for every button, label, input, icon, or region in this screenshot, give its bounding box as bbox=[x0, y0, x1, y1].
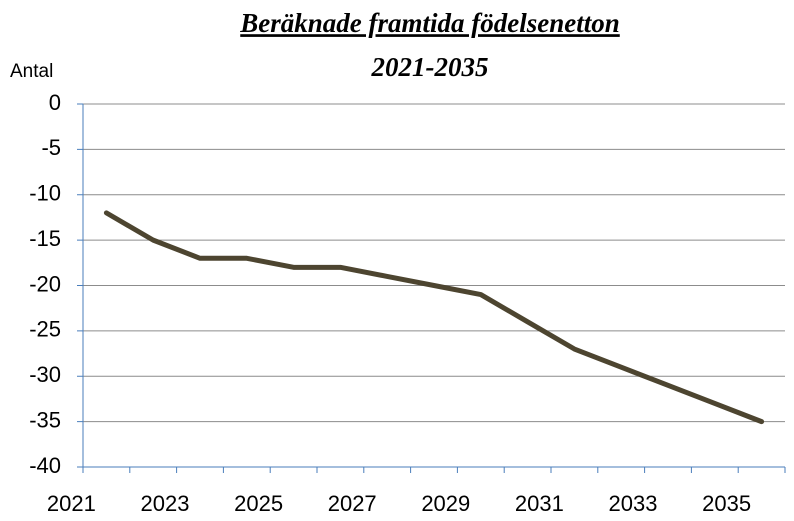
chart-subtitle: 2021-2035 bbox=[371, 52, 489, 82]
x-tick-label: 2031 bbox=[515, 491, 564, 516]
y-axis-label: Antal bbox=[10, 61, 53, 82]
x-tick-label: 2029 bbox=[421, 491, 470, 516]
y-tick-label: -30 bbox=[29, 362, 61, 387]
y-tick-label: 0 bbox=[49, 90, 61, 115]
x-tick-label: 2033 bbox=[609, 491, 658, 516]
y-tick-label: -20 bbox=[29, 271, 61, 296]
y-tick-label: -15 bbox=[29, 226, 61, 251]
y-tick-label: -40 bbox=[29, 453, 61, 478]
y-tick-label: -35 bbox=[29, 407, 61, 432]
x-tick-label: 2021 bbox=[47, 491, 96, 516]
y-tick-label: -25 bbox=[29, 317, 61, 342]
y-tick-label: -5 bbox=[41, 135, 61, 160]
x-tick-label: 2023 bbox=[141, 491, 190, 516]
x-tick-label: 2035 bbox=[702, 491, 751, 516]
chart-title: Beräknade framtida födelsenetton bbox=[239, 8, 620, 38]
y-tick-label: -10 bbox=[29, 181, 61, 206]
data-line bbox=[103, 210, 765, 425]
x-tick-label: 2025 bbox=[234, 491, 283, 516]
x-tick-label: 2027 bbox=[328, 491, 377, 516]
